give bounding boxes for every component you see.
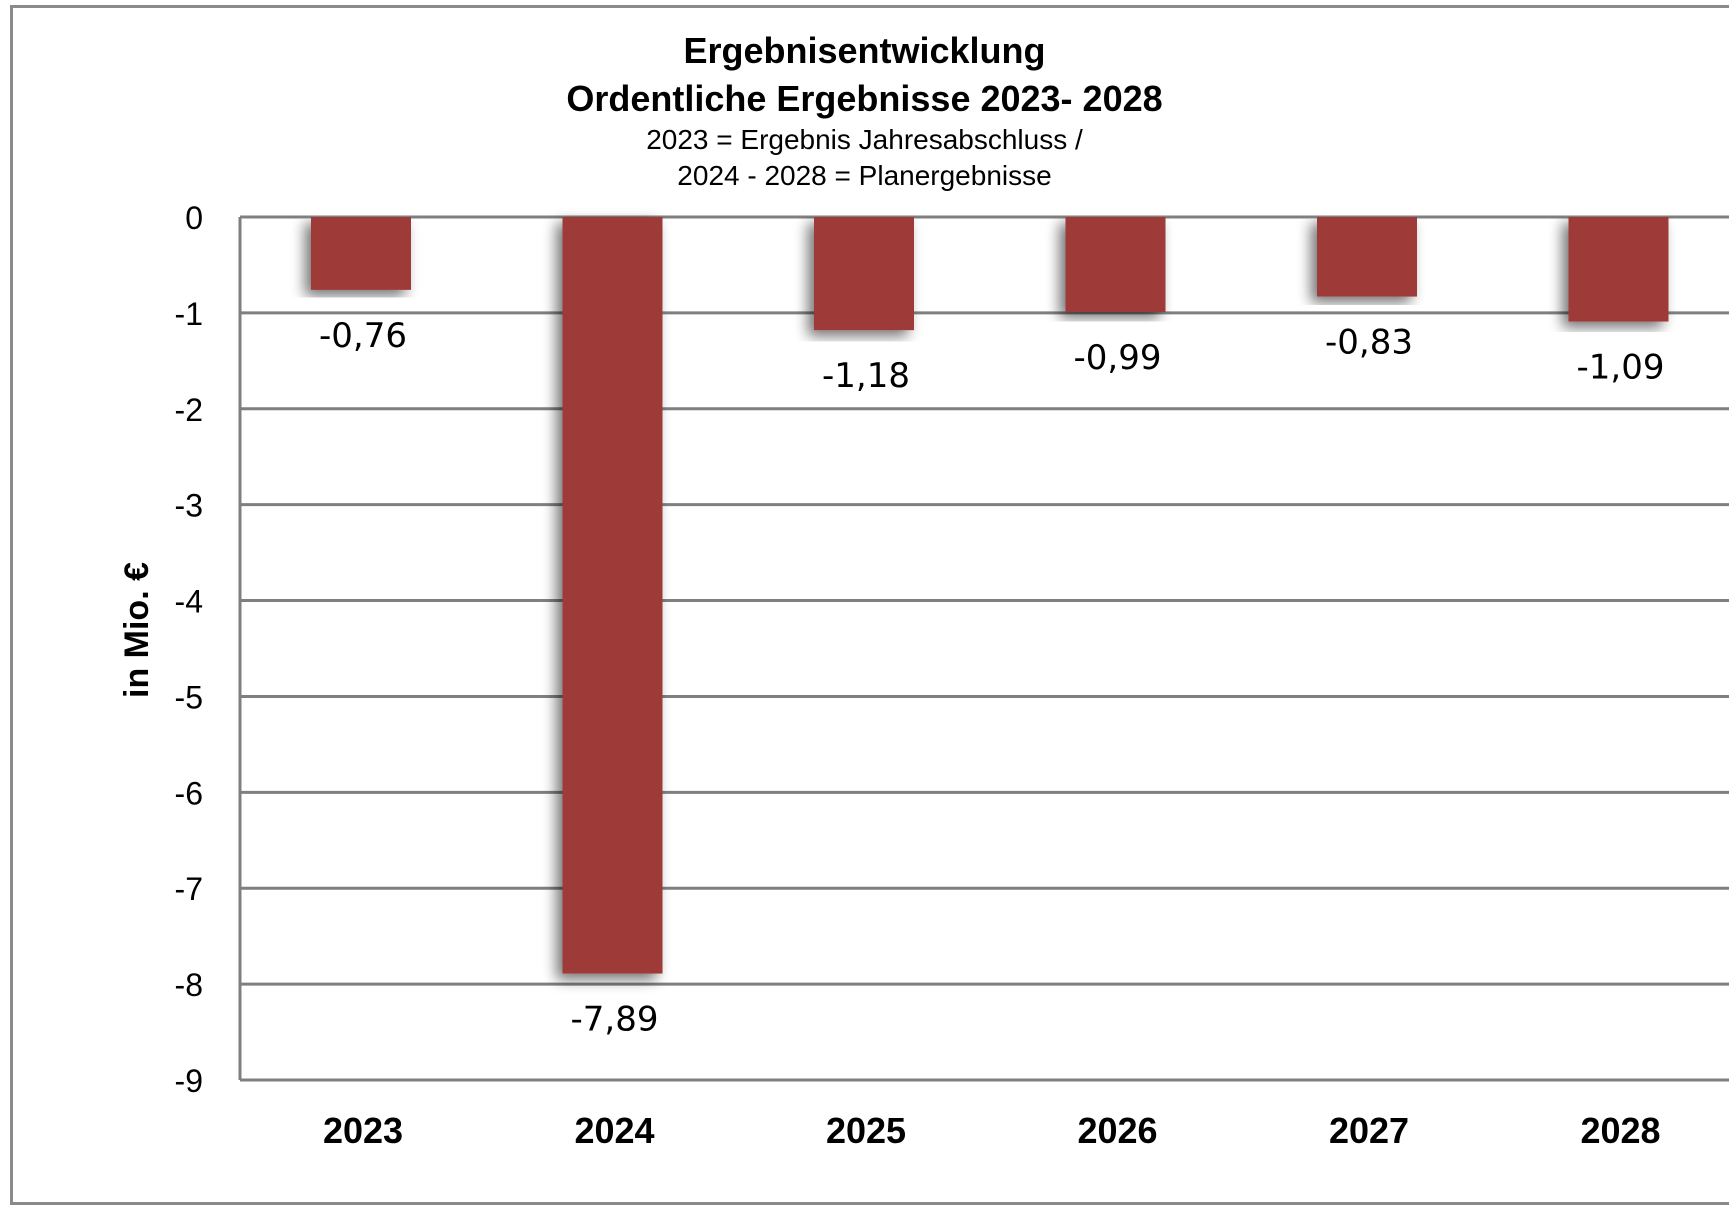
y-axis-label: in Mio. € (118, 562, 156, 698)
data-label-2026: -0,99 (1074, 338, 1162, 378)
bar-2025 (814, 217, 914, 331)
y-tick-label: 0 (185, 200, 203, 236)
bar-2027 (1317, 217, 1417, 297)
x-tick-label-2023: 2023 (323, 1110, 403, 1151)
chart-subtitle-2: 2024 - 2028 = Planergebnisse (677, 160, 1052, 191)
chart-subtitle-1: 2023 = Ergebnis Jahresabschluss / (646, 124, 1083, 155)
y-tick-label: -3 (175, 488, 203, 524)
x-tick-label-2024: 2024 (574, 1110, 654, 1151)
y-tick-label: -9 (175, 1063, 203, 1099)
bar-2026 (1065, 217, 1166, 312)
chart-title: Ergebnisentwicklung (683, 30, 1046, 71)
y-tick-label: -1 (175, 296, 203, 332)
bar-2028 (1568, 217, 1669, 322)
data-label-2025: -1,18 (822, 356, 910, 396)
data-label-2024: -7,89 (571, 1000, 659, 1040)
x-tick-label-2028: 2028 (1580, 1110, 1660, 1151)
bar-2023 (311, 217, 411, 290)
y-tick-label: -4 (175, 584, 203, 620)
bar-chart: 0 -1 -2 -3 -4 -5 -6 -7 -8 -9 -0,76 2023 -7,89 2024 -1,… (118, 200, 1729, 1151)
data-label-2028: -1,09 (1577, 348, 1665, 388)
y-tick-label: -8 (175, 967, 203, 1003)
bar-2024 (562, 217, 663, 974)
y-tick-label: -5 (175, 679, 203, 715)
x-tick-label-2027: 2027 (1329, 1110, 1409, 1151)
x-tick-label-2025: 2025 (826, 1110, 906, 1151)
y-tick-label: -2 (175, 392, 203, 428)
data-label-2023: -0,76 (319, 316, 407, 356)
chart-title-2: Ordentliche Ergebnisse 2023- 2028 (566, 78, 1163, 119)
x-tick-label-2026: 2026 (1077, 1110, 1157, 1151)
y-tick-label: -7 (175, 871, 203, 907)
data-label-2027: -0,83 (1325, 323, 1413, 363)
y-tick-label: -6 (175, 775, 203, 811)
